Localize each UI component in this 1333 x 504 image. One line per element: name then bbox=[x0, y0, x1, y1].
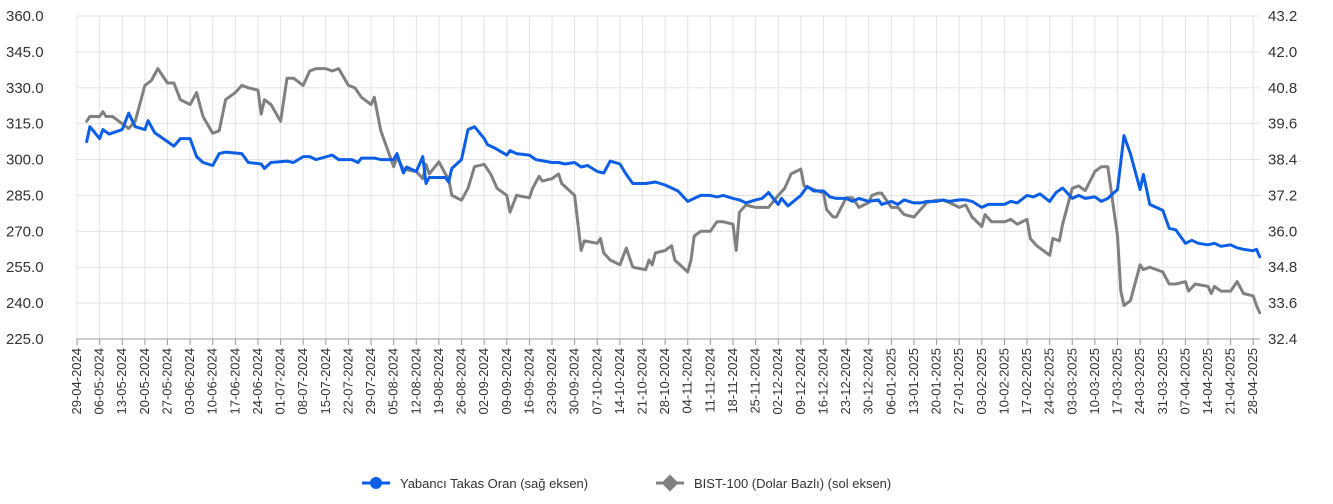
y-right-tick-label: 33.6 bbox=[1268, 295, 1297, 312]
x-tick-label: 20-01-2025 bbox=[929, 348, 944, 415]
x-tick-label: 28-10-2024 bbox=[657, 348, 672, 415]
x-tick-label: 22-07-2024 bbox=[340, 348, 355, 415]
x-tick-label: 21-04-2025 bbox=[1223, 348, 1238, 415]
x-tick-label: 30-09-2024 bbox=[567, 348, 582, 415]
legend-marker-circle-icon bbox=[370, 477, 382, 489]
legend: Yabancı Takas Oran (sağ eksen) BIST-100 … bbox=[362, 474, 891, 492]
x-tick-label: 28-04-2025 bbox=[1245, 348, 1260, 415]
x-tick-label: 23-09-2024 bbox=[544, 348, 559, 415]
x-tick-label: 27-01-2025 bbox=[951, 348, 966, 415]
x-tick-label: 13-05-2024 bbox=[114, 348, 129, 415]
x-tick-label: 19-08-2024 bbox=[431, 348, 446, 415]
x-tick-label: 27-05-2024 bbox=[159, 348, 174, 415]
x-tick-label: 24-03-2025 bbox=[1132, 348, 1147, 415]
x-tick-label: 30-12-2024 bbox=[861, 348, 876, 415]
x-tick-label: 29-07-2024 bbox=[363, 348, 378, 415]
x-tick-label: 17-06-2024 bbox=[227, 348, 242, 415]
x-tick-label: 11-11-2024 bbox=[702, 348, 717, 413]
x-tick-label: 23-12-2024 bbox=[838, 348, 853, 415]
y-left-tick-label: 360.0 bbox=[6, 8, 44, 25]
x-tick-label: 13-01-2025 bbox=[906, 348, 921, 415]
y-left-tick-label: 225.0 bbox=[6, 331, 44, 348]
y-right-tick-label: 32.4 bbox=[1268, 331, 1297, 348]
x-tick-label: 10-06-2024 bbox=[205, 348, 220, 415]
x-tick-label: 09-09-2024 bbox=[499, 348, 514, 415]
x-tick-label: 18-11-2024 bbox=[725, 348, 740, 414]
y-left-tick-label: 345.0 bbox=[6, 44, 44, 61]
x-tick-label: 03-03-2025 bbox=[1064, 348, 1079, 415]
x-tick-label: 24-06-2024 bbox=[250, 348, 265, 415]
y-left-tick-label: 285.0 bbox=[6, 187, 44, 204]
x-tick-label: 14-04-2025 bbox=[1200, 348, 1215, 415]
y-right-tick-label: 38.4 bbox=[1268, 152, 1297, 169]
y-right-tick-label: 36.0 bbox=[1268, 223, 1297, 240]
legend-label-bist100: BIST-100 (Dolar Bazlı) (sol eksen) bbox=[694, 476, 891, 491]
x-axis-ticks: 29-04-2024 06-05-2024 13-05-2024 20-05-2024… bbox=[69, 348, 1260, 415]
y-right-tick-label: 40.8 bbox=[1268, 80, 1297, 97]
series-line-foreign-share bbox=[85, 111, 1262, 259]
x-tick-label: 16-12-2024 bbox=[815, 348, 830, 415]
x-tick-label: 05-08-2024 bbox=[386, 348, 401, 415]
x-tick-label: 12-08-2024 bbox=[408, 348, 423, 415]
x-tick-label: 21-10-2024 bbox=[635, 348, 650, 415]
y-right-tick-label: 37.2 bbox=[1268, 187, 1297, 204]
x-tick-label: 01-07-2024 bbox=[273, 348, 288, 415]
legend-item-foreign-share[interactable]: Yabancı Takas Oran (sağ eksen) bbox=[362, 476, 588, 491]
grid-lines bbox=[76, 15, 1260, 345]
legend-label-foreign-share: Yabancı Takas Oran (sağ eksen) bbox=[400, 476, 588, 491]
x-tick-label: 25-11-2024 bbox=[748, 348, 763, 414]
x-tick-label: 17-02-2025 bbox=[1019, 348, 1034, 415]
y-left-tick-label: 240.0 bbox=[6, 295, 44, 312]
series-line-bist100 bbox=[85, 67, 1262, 315]
x-tick-label: 02-09-2024 bbox=[476, 348, 491, 415]
x-tick-label: 02-12-2024 bbox=[770, 348, 785, 415]
x-tick-label: 10-03-2025 bbox=[1087, 348, 1102, 415]
y-right-tick-label: 42.0 bbox=[1268, 44, 1297, 61]
y-left-tick-label: 315.0 bbox=[6, 116, 44, 133]
x-tick-label: 14-10-2024 bbox=[612, 348, 627, 415]
x-tick-label: 16-09-2024 bbox=[521, 348, 536, 415]
x-tick-label: 26-08-2024 bbox=[454, 348, 469, 415]
right-axis-ticks: 32.4 33.6 34.8 36.0 37.2 38.4 39.6 40.8 42.0 43.2 bbox=[1268, 8, 1297, 348]
y-left-tick-label: 255.0 bbox=[6, 259, 44, 276]
y-left-tick-label: 330.0 bbox=[6, 80, 44, 97]
y-left-tick-label: 300.0 bbox=[6, 152, 44, 169]
left-axis-ticks: 225.0 240.0 255.0 270.0 285.0 300.0 315.0 330.0… bbox=[6, 8, 44, 348]
x-tick-label: 20-05-2024 bbox=[137, 348, 152, 415]
x-tick-label: 31-03-2025 bbox=[1155, 348, 1170, 415]
x-tick-label: 06-01-2025 bbox=[883, 348, 898, 415]
legend-marker-diamond-icon bbox=[661, 474, 679, 492]
x-tick-label: 06-05-2024 bbox=[92, 348, 107, 415]
x-tick-label: 24-02-2025 bbox=[1042, 348, 1057, 415]
x-tick-label: 15-07-2024 bbox=[318, 348, 333, 415]
series-layer bbox=[85, 67, 1262, 315]
x-tick-label: 10-02-2025 bbox=[996, 348, 1011, 415]
legend-item-bist100[interactable]: BIST-100 (Dolar Bazlı) (sol eksen) bbox=[656, 474, 891, 492]
x-tick-label: 08-07-2024 bbox=[295, 348, 310, 415]
x-tick-label: 04-11-2024 bbox=[680, 348, 695, 414]
x-tick-label: 17-03-2025 bbox=[1110, 348, 1125, 415]
y-right-tick-label: 43.2 bbox=[1268, 8, 1297, 25]
x-tick-label: 07-04-2025 bbox=[1177, 348, 1192, 415]
x-tick-label: 29-04-2024 bbox=[69, 348, 84, 415]
x-tick-label: 09-12-2024 bbox=[793, 348, 808, 415]
x-tick-label: 03-06-2024 bbox=[182, 348, 197, 415]
y-left-tick-label: 270.0 bbox=[6, 223, 44, 240]
y-right-tick-label: 39.6 bbox=[1268, 116, 1297, 133]
x-tick-label: 03-02-2025 bbox=[974, 348, 989, 415]
x-tick-label: 07-10-2024 bbox=[589, 348, 604, 415]
y-right-tick-label: 34.8 bbox=[1268, 259, 1297, 276]
